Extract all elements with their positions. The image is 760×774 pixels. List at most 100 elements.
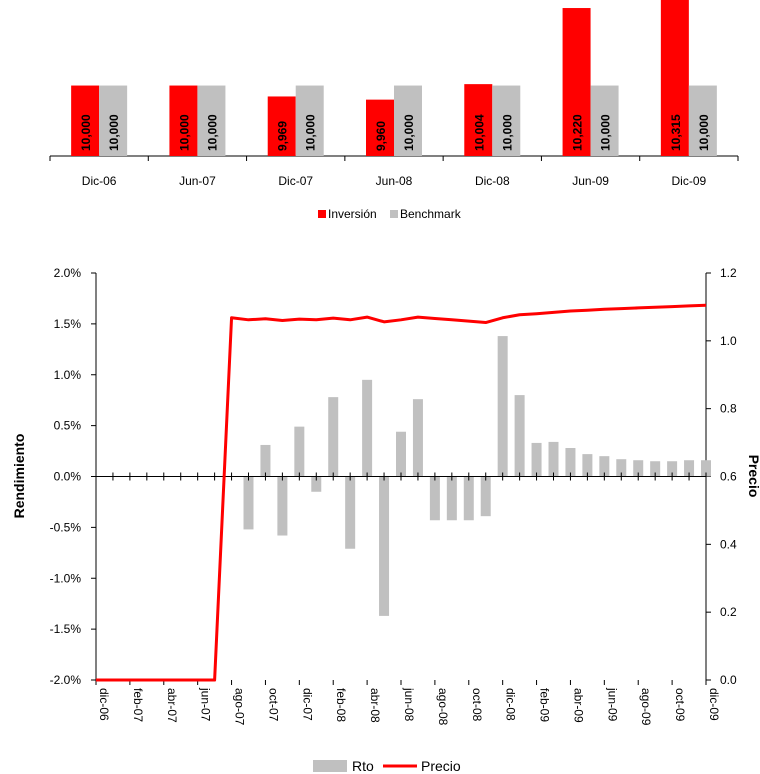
category-tick-label: Dic-08 bbox=[475, 174, 510, 188]
date-tick-label: oct-08 bbox=[470, 688, 484, 722]
left-axis-tick-label: 1.0% bbox=[54, 368, 82, 382]
rto-bar bbox=[480, 476, 491, 517]
bar-benchmark bbox=[590, 85, 619, 156]
date-tick-label: abr-08 bbox=[368, 688, 382, 723]
bar-data-label: 10,315 bbox=[669, 114, 683, 151]
date-tick-label: abr-09 bbox=[571, 688, 585, 723]
legend-label-inversion: Inversión bbox=[328, 207, 377, 221]
bar-data-label: 10,000 bbox=[79, 114, 93, 151]
rto-bar bbox=[633, 460, 644, 477]
rto-bar bbox=[294, 426, 305, 477]
rto-bar bbox=[514, 395, 525, 477]
legend-label-precio: Precio bbox=[421, 758, 461, 774]
bar-data-label: 10,000 bbox=[697, 114, 711, 151]
left-axis-tick-label: -2.0% bbox=[50, 673, 82, 687]
date-tick-label: feb-07 bbox=[131, 688, 145, 722]
bar-benchmark bbox=[99, 85, 128, 156]
rto-bar bbox=[463, 476, 474, 521]
date-tick-label: jun-07 bbox=[199, 687, 213, 722]
bar-data-label: 10,000 bbox=[599, 114, 613, 151]
left-axis-tick-label: 2.0% bbox=[54, 266, 82, 280]
left-axis-tick-label: -1.5% bbox=[50, 622, 82, 636]
rto-bar bbox=[243, 476, 254, 530]
bar-data-label: 9,969 bbox=[276, 121, 290, 151]
date-tick-label: feb-09 bbox=[538, 688, 552, 722]
investment-vs-benchmark-chart: 10,000 10,000 Dic-06 10,000 10,000 Jun-07 9,96… bbox=[49, 0, 739, 221]
date-tick-label: abr-07 bbox=[165, 688, 179, 723]
bar-data-label: 10,000 bbox=[205, 114, 219, 151]
rto-bar bbox=[616, 459, 627, 477]
rto-bar bbox=[396, 431, 406, 477]
left-axis-tick-label: 0.5% bbox=[54, 419, 82, 433]
legend-swatch-benchmark bbox=[390, 210, 398, 218]
category-tick-label: Jun-08 bbox=[376, 174, 413, 188]
date-tick-label: dic-08 bbox=[504, 688, 518, 721]
bar-benchmark bbox=[197, 85, 226, 156]
date-tick-label: ago-08 bbox=[436, 688, 450, 726]
date-tick-label: dic-06 bbox=[97, 688, 111, 721]
rto-bar bbox=[667, 461, 678, 477]
rto-bar bbox=[684, 460, 695, 477]
left-axis-tick-label: 0.0% bbox=[54, 470, 82, 484]
rto-bar bbox=[412, 399, 423, 477]
precio-line bbox=[96, 303, 707, 682]
rto-bar bbox=[446, 476, 457, 521]
legend-label-rto: Rto bbox=[352, 758, 374, 774]
date-tick-label: jun-08 bbox=[402, 687, 416, 722]
rto-bar bbox=[311, 476, 322, 492]
rto-bar bbox=[429, 476, 440, 521]
rto-bar bbox=[599, 456, 610, 477]
bar-data-label: 10,000 bbox=[402, 114, 416, 151]
rto-bar bbox=[260, 444, 271, 477]
rto-bar bbox=[548, 441, 559, 477]
bar-data-label: 9,960 bbox=[374, 121, 388, 151]
rto-bar bbox=[582, 454, 593, 477]
bar-data-label: 10,004 bbox=[472, 114, 486, 151]
category-tick-label: Jun-07 bbox=[179, 174, 216, 188]
left-axis-tick-label: -1.0% bbox=[50, 571, 82, 585]
rto-bar bbox=[345, 476, 356, 549]
date-tick-label: feb-08 bbox=[334, 688, 348, 722]
bar-data-label: 10,000 bbox=[107, 114, 121, 151]
bar-inversion bbox=[71, 85, 100, 156]
rto-bar bbox=[701, 460, 711, 477]
legend-swatch-rto bbox=[313, 760, 347, 772]
category-tick-label: Dic-09 bbox=[672, 174, 707, 188]
right-axis-title: Precio bbox=[746, 455, 760, 498]
bar-inversion bbox=[464, 84, 493, 156]
bar-data-label: 10,220 bbox=[571, 114, 585, 151]
bar-benchmark bbox=[394, 85, 422, 156]
date-tick-label: ago-09 bbox=[639, 688, 653, 726]
right-axis-tick-label: 0.4 bbox=[720, 537, 737, 551]
date-tick-label: jun-09 bbox=[605, 687, 619, 722]
rto-bar bbox=[565, 448, 576, 477]
category-tick-label: Jun-09 bbox=[572, 174, 609, 188]
date-tick-label: dic-07 bbox=[300, 688, 314, 721]
legend-swatch-inversion bbox=[318, 210, 326, 218]
bar-inversion bbox=[169, 85, 198, 156]
rto-bar bbox=[362, 379, 373, 477]
rto-bar bbox=[531, 442, 542, 477]
bar-data-label: 10,000 bbox=[500, 114, 514, 151]
rto-bar bbox=[328, 397, 339, 477]
bar-benchmark bbox=[492, 85, 521, 156]
right-axis-tick-label: 1.2 bbox=[720, 266, 737, 280]
bar-data-label: 10,000 bbox=[177, 114, 191, 151]
rto-bar bbox=[379, 476, 390, 616]
category-tick-label: Dic-06 bbox=[82, 174, 117, 188]
date-tick-label: ago-07 bbox=[233, 688, 247, 726]
left-axis-tick-label: 1.5% bbox=[54, 317, 82, 331]
bar-data-label: 10,000 bbox=[304, 114, 318, 151]
right-axis-tick-label: 0.8 bbox=[720, 402, 737, 416]
bar-inversion bbox=[562, 8, 591, 157]
rto-bar bbox=[277, 476, 288, 536]
bar-inversion bbox=[366, 99, 394, 156]
legend-label-benchmark: Benchmark bbox=[400, 207, 462, 221]
right-axis-tick-label: 1.0 bbox=[720, 334, 737, 348]
date-tick-label: oct-07 bbox=[266, 688, 280, 722]
date-tick-label: oct-09 bbox=[673, 688, 687, 722]
bar-benchmark bbox=[295, 85, 324, 156]
left-axis-title: Rendimiento bbox=[11, 434, 27, 519]
